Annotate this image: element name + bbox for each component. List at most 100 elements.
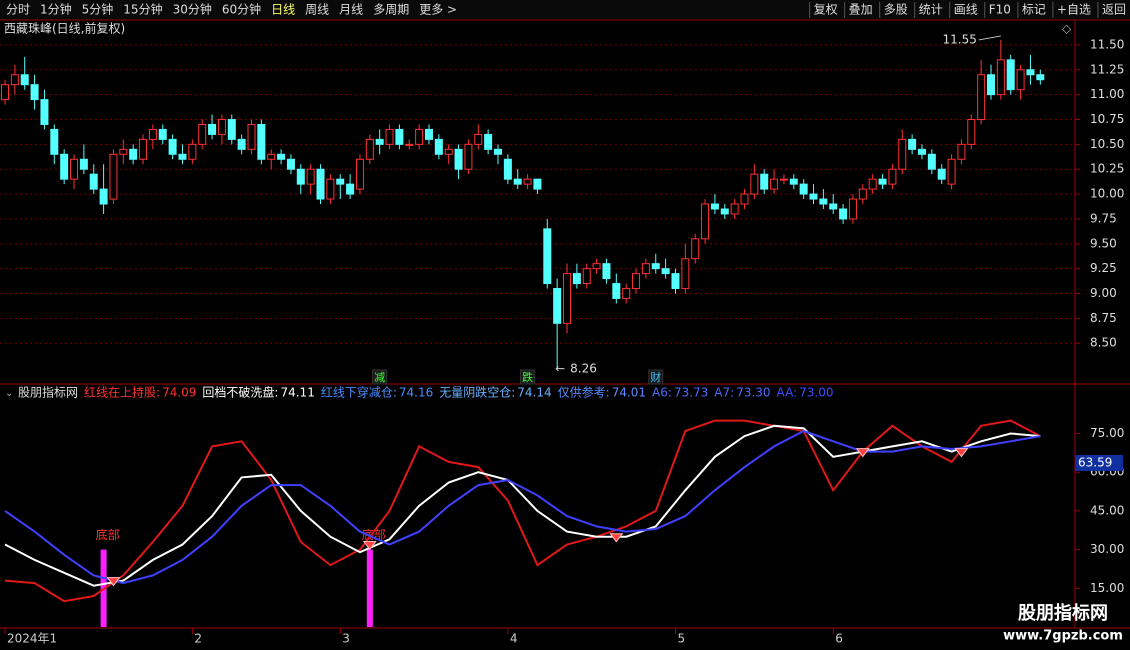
candle-body	[178, 153, 187, 160]
candle-body	[198, 123, 207, 145]
toolbar-button[interactable]: 15分钟	[123, 2, 162, 17]
candle-body	[523, 178, 532, 185]
event-label[interactable]: 减	[374, 371, 385, 384]
toolbar-button[interactable]: 更多 >	[419, 3, 457, 17]
diamond-marker	[954, 448, 969, 458]
candle-body	[484, 133, 493, 150]
candle-body	[839, 208, 848, 220]
y-tick-label: 10.75	[1090, 112, 1124, 126]
x-tick-label: 2	[194, 632, 202, 646]
toolbar-button[interactable]: 1分钟	[40, 2, 72, 17]
diamond-icon[interactable]: ◇	[1062, 22, 1072, 36]
legend-value: 73.00	[799, 386, 833, 400]
x-tick-label: 6	[835, 632, 843, 646]
y-tick-label: 9.75	[1090, 211, 1117, 225]
y-tick-label: 10.00	[1090, 187, 1124, 201]
event-box	[372, 369, 388, 385]
high-arrow	[978, 35, 1001, 41]
candle-body	[267, 153, 276, 160]
candle-body	[957, 143, 966, 160]
candle-body	[819, 198, 828, 205]
candle-body	[79, 158, 88, 170]
event-box	[520, 369, 536, 385]
y-tick-label: 75.00	[1090, 426, 1124, 440]
high-label: 11.55	[943, 32, 977, 46]
candle-body	[247, 123, 256, 150]
x-tick-label: 4	[510, 632, 518, 646]
legend-value: 73.30	[736, 386, 770, 400]
candle-body	[533, 178, 542, 190]
toolbar-button[interactable]: 复权	[814, 3, 838, 17]
candle-body	[306, 168, 315, 185]
y-tick-label: 9.00	[1090, 286, 1117, 300]
candle-body	[740, 193, 749, 205]
watermark-url: www.7gpzb.com	[1003, 629, 1123, 644]
y-tick-label: 9.25	[1090, 261, 1117, 275]
candle-body	[168, 138, 177, 155]
legend-name: 红线下穿减仓:	[321, 385, 397, 400]
candle-body	[148, 128, 157, 140]
diamond-marker	[106, 577, 121, 587]
toolbar-button[interactable]: 叠加	[849, 3, 873, 17]
x-tick-label: 2024年1	[7, 632, 57, 646]
candle-body	[40, 99, 49, 125]
candle-body	[365, 138, 374, 160]
candle-body	[572, 273, 581, 285]
event-label[interactable]: 财	[650, 370, 661, 384]
candle-body	[464, 143, 473, 170]
y-tick-label: 8.50	[1090, 336, 1117, 350]
candle-body	[454, 148, 463, 170]
event-label[interactable]: 跌	[522, 370, 533, 384]
candle-body	[691, 238, 700, 260]
y-tick-label: 45.00	[1090, 503, 1124, 517]
candle-body	[415, 128, 424, 145]
candle-body	[158, 128, 167, 140]
candle-body	[346, 183, 355, 195]
candle-body	[277, 153, 286, 160]
toolbar-button[interactable]: 标记	[1022, 3, 1046, 17]
indicator-line	[4, 419, 1041, 603]
candle-body	[996, 59, 1005, 96]
toolbar-button[interactable]: F10	[989, 3, 1011, 17]
candle-body	[553, 288, 562, 324]
event-box	[648, 369, 664, 385]
candle-body	[977, 74, 986, 120]
candle-body	[385, 128, 394, 145]
candle-body	[1036, 74, 1045, 81]
toolbar-button[interactable]: 返回	[1102, 3, 1126, 17]
signal-bar	[366, 549, 373, 627]
toolbar-button[interactable]: 月线	[339, 3, 363, 17]
y-tick-label: 11.00	[1090, 87, 1124, 101]
toolbar-button[interactable]: 多股	[884, 3, 908, 17]
candle-body	[139, 138, 148, 160]
toolbar-button[interactable]: 多周期	[373, 3, 409, 17]
toolbar-button[interactable]: 统计	[919, 3, 943, 17]
toolbar-button[interactable]: 60分钟	[222, 2, 261, 17]
toolbar-button[interactable]: +自选	[1057, 3, 1091, 17]
legend-name: A7:	[714, 386, 734, 400]
candle-body	[503, 158, 512, 180]
candle-body	[89, 173, 98, 190]
candle-body	[760, 173, 769, 190]
candle-body	[641, 263, 650, 275]
toolbar-button[interactable]: 30分钟	[173, 2, 212, 17]
candle-body	[217, 118, 226, 135]
candle-body	[967, 118, 976, 145]
x-tick-label: 3	[342, 632, 350, 646]
toolbar-button[interactable]: 周线	[305, 3, 329, 17]
candle-body	[50, 128, 59, 155]
candle-body	[987, 74, 995, 96]
low-label: 8.26	[570, 362, 597, 376]
candle-body	[908, 138, 917, 150]
toolbar-button[interactable]: 分时	[6, 3, 30, 17]
candle-body	[1, 84, 9, 101]
legend-name: A6:	[652, 386, 672, 400]
collapse-icon[interactable]: ⌄	[5, 388, 13, 399]
toolbar-button[interactable]: 画线	[954, 3, 978, 17]
legend-name: 回档不破洗盘:	[202, 385, 278, 400]
current-value-box	[1075, 454, 1123, 471]
toolbar-button[interactable]: 5分钟	[82, 2, 114, 17]
y-tick-label: 10.50	[1090, 137, 1124, 151]
toolbar-button[interactable]: 日线	[271, 3, 295, 17]
